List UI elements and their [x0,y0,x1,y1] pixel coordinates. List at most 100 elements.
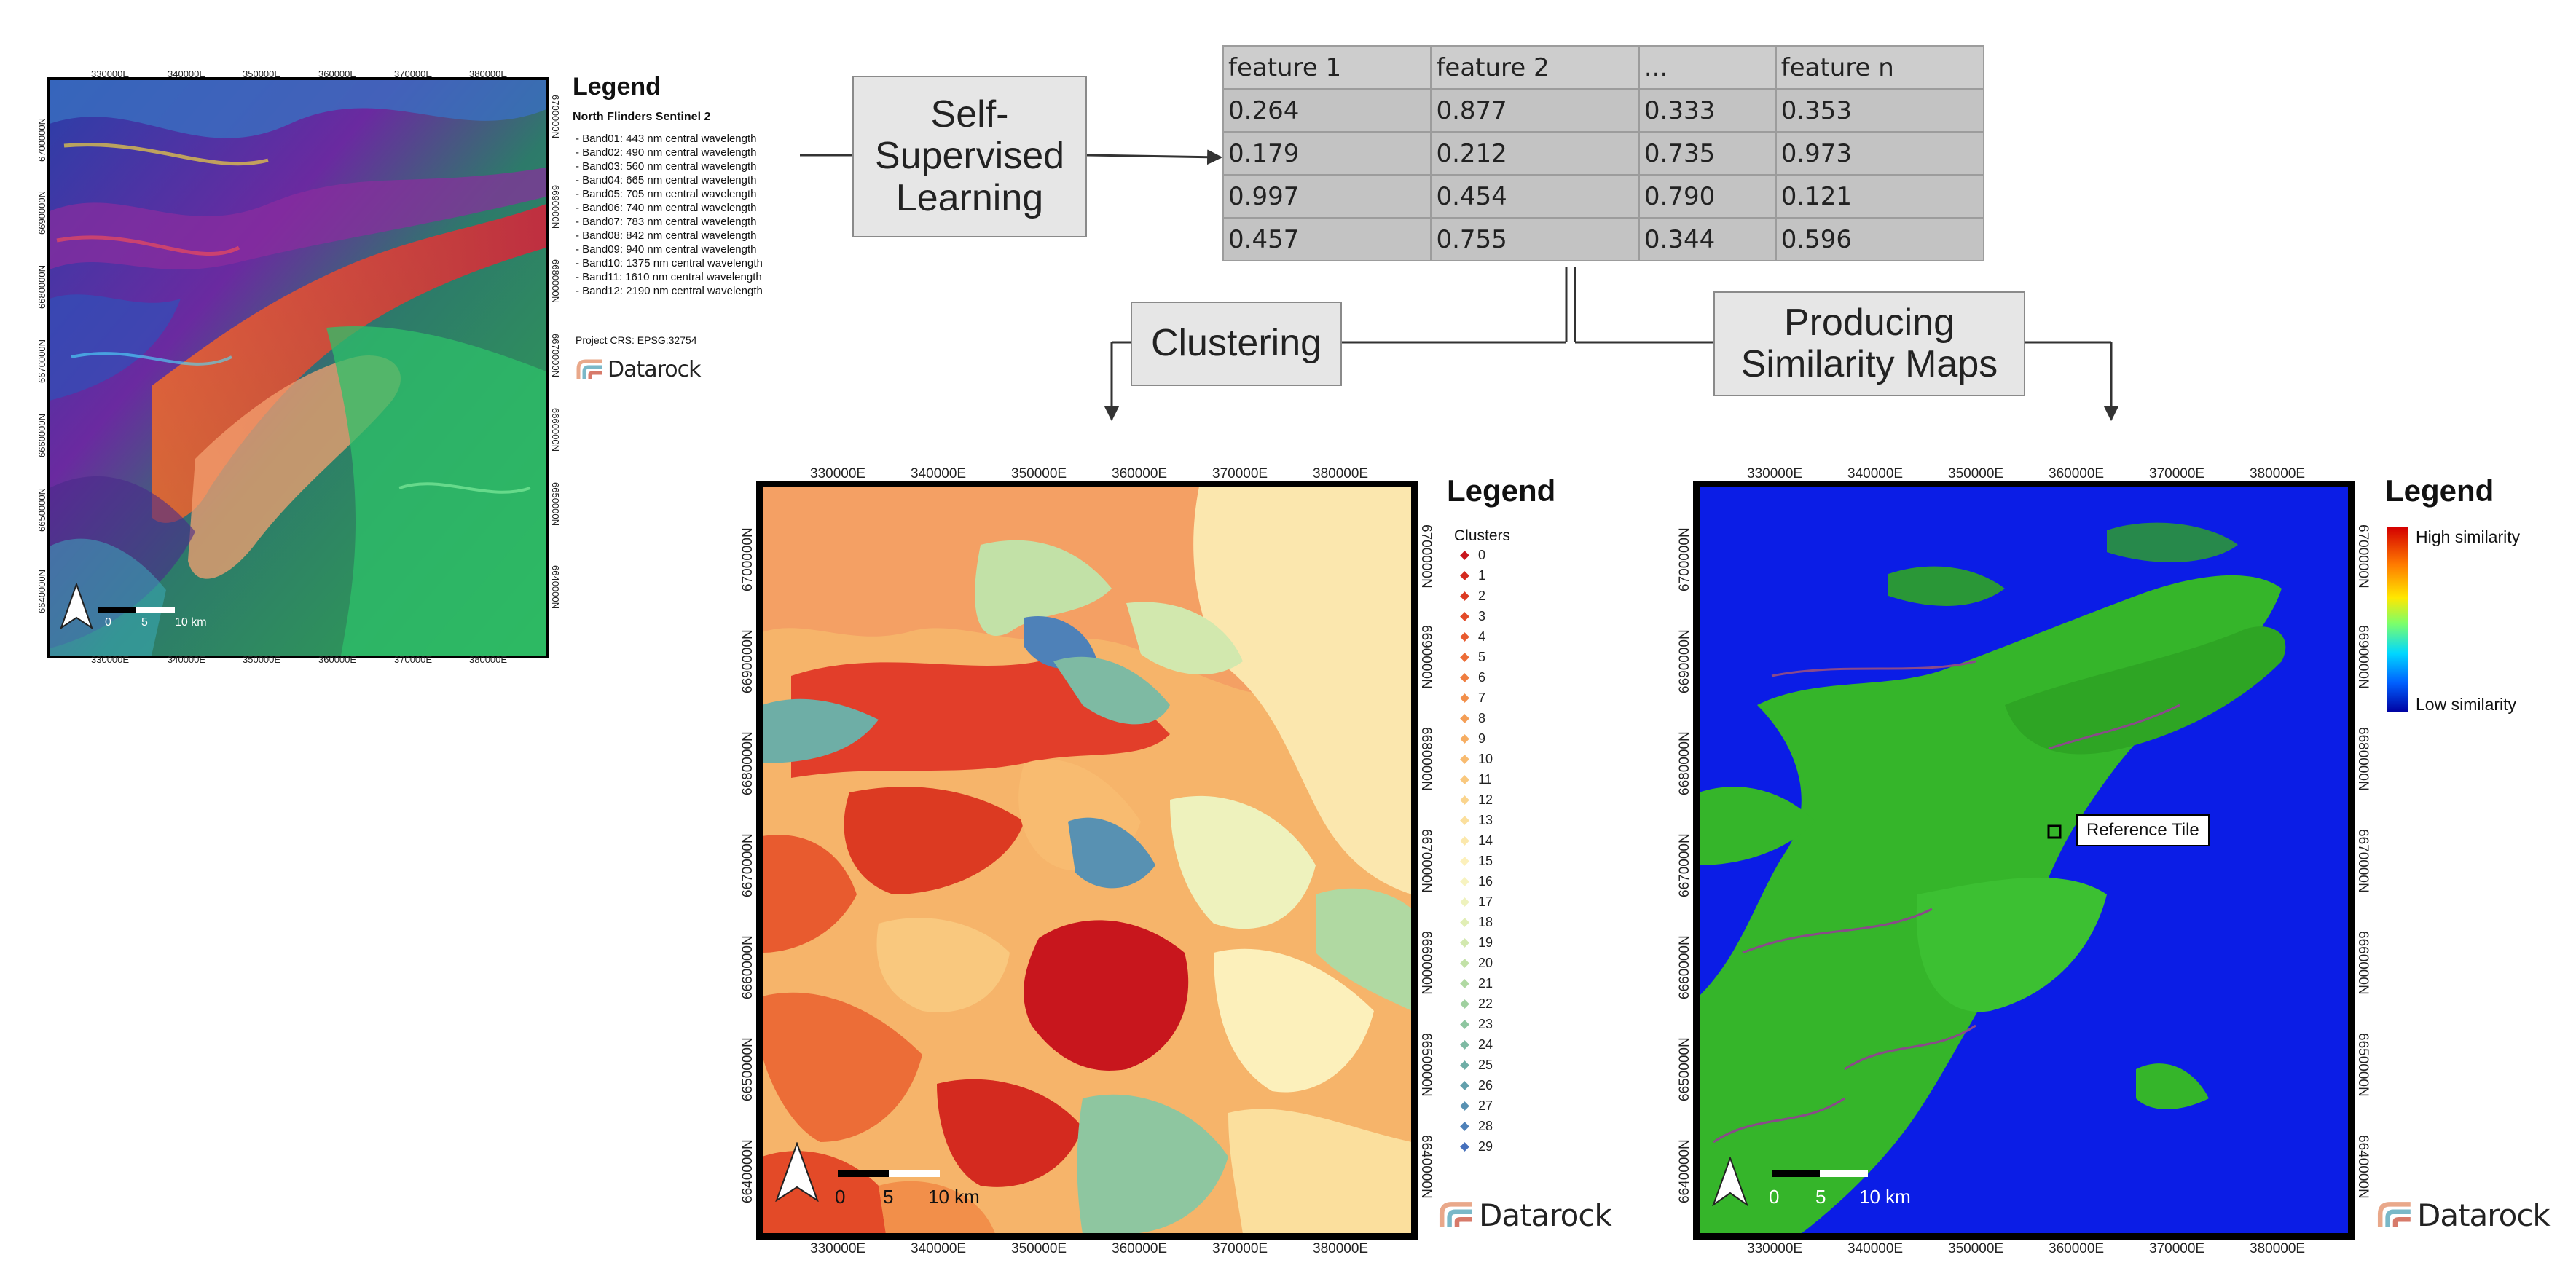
cluster-swatch-icon [1460,734,1469,744]
datarock-logo-icon [576,359,602,379]
band-item: - Band02: 490 nm central wavelength [576,146,757,159]
table-cell: 0.344 [1638,217,1777,261]
table-cell: 0.457 [1222,217,1432,261]
cluster-swatch-icon [1460,775,1469,784]
cluster-legend-label: 4 [1478,629,1486,644]
cluster-legend-item: 7 [1460,690,1486,706]
x-tick-top: 370000E [394,68,433,79]
x-tick-top: 340000E [168,68,206,79]
scale-label-10km: 10 km [928,1186,980,1208]
cluster-legend-item: 25 [1460,1058,1493,1073]
x-tick-bottom: 330000E [91,654,130,665]
cluster-legend-label: 14 [1478,833,1493,848]
band-item: - Band04: 665 nm central wavelength [576,174,757,186]
cluster-datarock-logo: Datarock [1438,1197,1612,1233]
band-item: - Band09: 940 nm central wavelength [576,243,757,256]
low-similarity-label: Low similarity [2416,695,2517,714]
cluster-legend-label: 10 [1478,752,1493,766]
cluster-legend-item: 3 [1460,609,1485,624]
x-tick-top: 370000E [2149,466,2205,481]
cluster-legend-label: 21 [1478,976,1493,991]
cluster-swatch-icon [1460,938,1469,948]
datarock-logo-icon [1439,1201,1472,1227]
y-tick-right: 6650000N [1418,1033,1434,1097]
cluster-legend-item: 17 [1460,894,1493,910]
scale-label-0: 0 [105,616,111,629]
cluster-legend-title: Legend [1447,473,1556,508]
scale-label-5: 5 [1815,1186,1826,1208]
cluster-legend-item: 26 [1460,1078,1493,1093]
cluster-swatch-icon [1460,795,1469,805]
y-tick-right: 6690000N [1418,625,1434,689]
table-cell: 0.973 [1775,131,1985,176]
sentinel-map: 0 5 10 km [50,80,546,656]
header-cell: feature n [1775,45,1985,90]
cluster-legend-label: 28 [1478,1119,1493,1133]
north-arrow-icon [775,1142,819,1202]
y-tick-left: 6640000N [1677,1139,1692,1203]
x-tick-bottom: 340000E [911,1241,967,1256]
y-tick-right: 6680000N [1418,727,1434,791]
cluster-legend-label: 0 [1478,548,1486,562]
cluster-legend-item: 5 [1460,650,1486,665]
reference-tile-label: Reference Tile [2086,820,2199,840]
cluster-legend-item: 2 [1460,589,1485,604]
cluster-legend-label: 5 [1478,650,1486,664]
cluster-legend-label: 7 [1478,690,1486,705]
cluster-legend-label: 22 [1478,996,1493,1011]
y-tick-right: 6690000N [2355,625,2371,689]
datarock-logo-icon [2377,1201,2411,1227]
cluster-legend-label: 9 [1478,731,1486,746]
cluster-legend-item: 19 [1460,935,1493,951]
cluster-legend-item: 21 [1460,976,1493,991]
cluster-legend-item: 1 [1460,568,1486,583]
clustering-box: Clustering [1131,302,1342,386]
cluster-legend-item: 16 [1460,874,1493,889]
x-tick-top: 380000E [1313,466,1369,481]
scale-label-10km: 10 km [175,616,207,629]
x-tick-bottom: 360000E [318,654,357,665]
x-tick-top: 360000E [2049,466,2105,481]
cluster-legend-label: 19 [1478,935,1493,950]
table-row: 0.457 0.755 0.344 0.596 [1222,217,1985,261]
cluster-swatch-icon [1460,979,1469,988]
cluster-swatch-icon [1460,714,1469,723]
cluster-legend-label: 1 [1478,568,1486,583]
table-cell: 0.179 [1222,131,1432,176]
y-tick-left: 6700000N [1677,527,1692,591]
cluster-legend-item: 23 [1460,1017,1493,1032]
table-cell: 0.997 [1222,174,1432,219]
sentinel-image [50,80,546,656]
y-tick-right: 6680000N [2355,727,2371,791]
y-tick-left: 6650000N [740,1037,755,1101]
cluster-swatch-icon [1460,591,1469,601]
cluster-swatch-icon [1460,673,1469,682]
similarity-map: Reference Tile 0 5 10 km [1699,487,2349,1234]
cluster-swatch-icon [1460,816,1469,825]
x-tick-bottom: 340000E [1847,1241,1904,1256]
sentinel-datarock-logo: Datarock [576,357,702,382]
band-item: - Band11: 1610 nm central wavelength [576,271,762,283]
band-item: - Band05: 705 nm central wavelength [576,188,757,200]
y-tick-right: 6670000N [1418,829,1434,893]
x-tick-bottom: 370000E [1212,1241,1268,1256]
y-tick-left: 6660000N [1677,935,1692,999]
cluster-legend-item: 0 [1460,548,1486,563]
y-tick-left: 6690000N [1677,629,1692,693]
table-cell: 0.790 [1638,174,1777,219]
table-cell: 0.353 [1775,88,1985,133]
cluster-swatch-icon [1460,1060,1469,1070]
y-tick-right: 6670000N [2355,829,2371,893]
similarity-legend-title: Legend [2385,473,2494,508]
cluster-legend-item: 6 [1460,670,1485,685]
cluster-legend-item: 22 [1460,996,1493,1012]
x-tick-bottom: 350000E [243,654,281,665]
band-item: - Band08: 842 nm central wavelength [576,229,757,242]
header-cell: feature 1 [1222,45,1432,90]
x-tick-top: 340000E [1847,466,1904,481]
cluster-swatch-icon [1460,857,1469,866]
table-cell: 0.333 [1638,88,1777,133]
x-tick-top: 380000E [469,68,508,79]
cluster-legend-item: 27 [1460,1098,1493,1114]
